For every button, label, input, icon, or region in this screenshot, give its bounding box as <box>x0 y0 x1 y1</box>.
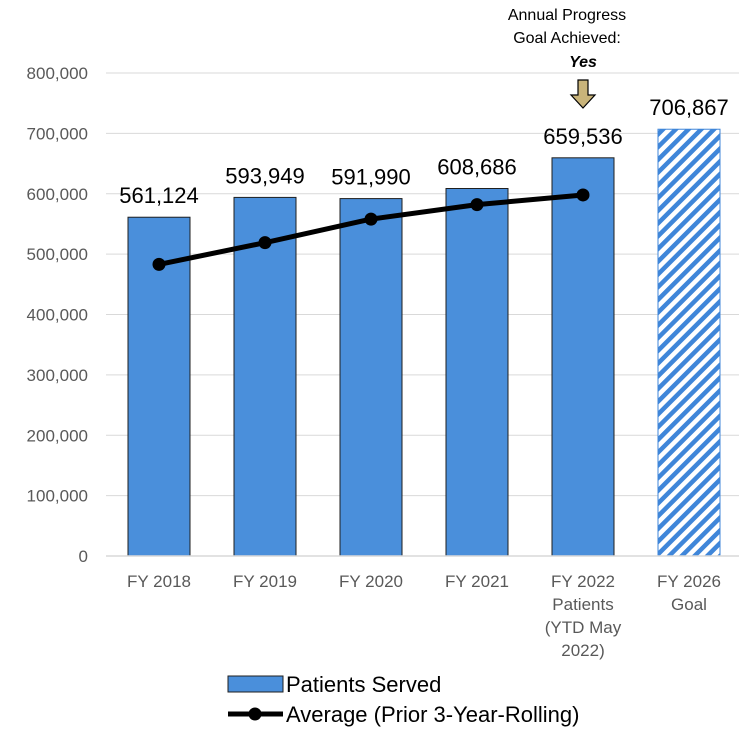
annotation-line-1: Annual Progress <box>508 7 626 24</box>
data-labels: 561,124 593,949 591,990 608,686 659,536 706,8… <box>119 95 729 208</box>
x-tick-label: 2022) <box>561 641 604 660</box>
data-label: 591,990 <box>331 165 411 190</box>
legend-line-marker <box>248 707 262 721</box>
goal-annotation: Annual Progress Goal Achieved: Yes <box>508 7 626 109</box>
line-point <box>152 257 166 271</box>
x-tick-label: FY 2018 <box>127 572 191 591</box>
y-tick-label: 100,000 <box>27 487 88 506</box>
bar <box>339 198 403 557</box>
average-line-series <box>152 188 590 271</box>
annotation-line-2: Goal Achieved: <box>513 30 621 47</box>
down-arrow-icon <box>569 79 597 109</box>
y-tick-label: 400,000 <box>27 306 88 325</box>
data-label: 659,536 <box>543 124 623 149</box>
x-tick-label: FY 2026 <box>657 572 721 591</box>
data-label: 706,867 <box>649 95 729 120</box>
y-tick-label: 700,000 <box>27 124 88 143</box>
legend-line-label: Average (Prior 3-Year-Rolling) <box>286 702 579 727</box>
legend-bar-label: Patients Served <box>286 672 441 697</box>
y-tick-label: 500,000 <box>27 245 88 264</box>
x-tick-label: FY 2022 <box>551 572 615 591</box>
legend: Patients Served Average (Prior 3-Year-Ro… <box>227 672 579 727</box>
goal-bar <box>657 128 721 557</box>
y-axis-tick-labels: 0 100,000 200,000 300,000 400,000 500,000 600,… <box>27 64 88 566</box>
x-tick-label: FY 2019 <box>233 572 297 591</box>
x-tick-label: FY 2020 <box>339 572 403 591</box>
line-point <box>258 236 272 250</box>
bar <box>233 196 297 557</box>
bar <box>127 216 191 557</box>
line-point <box>470 198 484 212</box>
bar <box>551 157 615 557</box>
data-label: 593,949 <box>225 163 305 188</box>
x-tick-label: Patients <box>552 595 613 614</box>
bars <box>127 128 721 557</box>
legend-bar-swatch <box>227 675 284 693</box>
y-tick-label: 600,000 <box>27 185 88 204</box>
gridlines <box>106 72 739 497</box>
data-label: 608,686 <box>437 155 517 180</box>
x-tick-label: FY 2021 <box>445 572 509 591</box>
y-tick-label: 200,000 <box>27 426 88 445</box>
bar <box>445 188 509 557</box>
line-point <box>364 212 378 226</box>
line-point <box>576 188 590 202</box>
x-tick-label: (YTD May <box>545 618 622 637</box>
data-label: 561,124 <box>119 183 199 208</box>
x-axis-tick-labels: FY 2018 FY 2019 FY 2020 FY 2021 FY 2022 Patie… <box>127 572 721 660</box>
annotation-emphasis: Yes <box>569 54 597 71</box>
y-tick-label: 0 <box>79 547 88 566</box>
x-tick-label: Goal <box>671 595 707 614</box>
y-tick-label: 300,000 <box>27 366 88 385</box>
y-tick-label: 800,000 <box>27 64 88 83</box>
